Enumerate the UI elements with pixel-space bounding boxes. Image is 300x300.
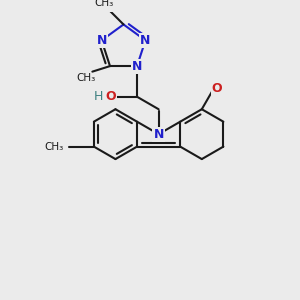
Text: N: N bbox=[140, 34, 151, 47]
Text: N: N bbox=[153, 128, 164, 141]
Text: O: O bbox=[212, 82, 223, 94]
Text: H: H bbox=[94, 90, 104, 103]
Text: O: O bbox=[106, 90, 116, 103]
Text: CH₃: CH₃ bbox=[76, 74, 95, 83]
Text: CH₃: CH₃ bbox=[94, 0, 114, 8]
Text: N: N bbox=[96, 34, 107, 47]
Text: N: N bbox=[132, 60, 142, 73]
Text: CH₃: CH₃ bbox=[44, 142, 63, 152]
